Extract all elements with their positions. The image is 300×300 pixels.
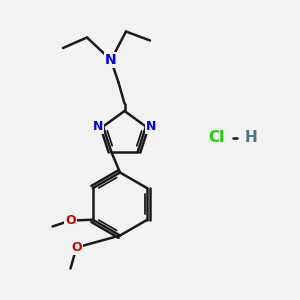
Text: N: N — [92, 120, 103, 133]
Text: H: H — [244, 130, 257, 146]
Text: O: O — [71, 241, 82, 254]
Text: O: O — [65, 214, 76, 227]
Text: Cl: Cl — [208, 130, 224, 146]
Text: N: N — [105, 53, 117, 67]
Text: N: N — [146, 120, 157, 133]
